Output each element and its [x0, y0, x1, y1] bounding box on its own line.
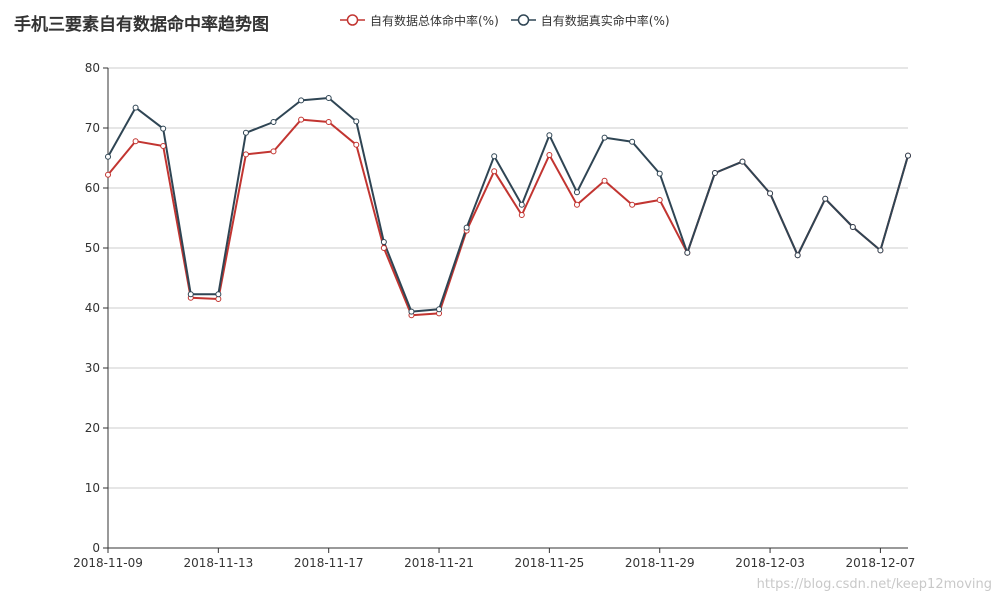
data-point-0: [629, 201, 636, 208]
y-tick-label: 70: [85, 121, 100, 135]
y-tick-label: 20: [85, 421, 100, 435]
data-point-0: [215, 296, 222, 302]
data-point-1: [491, 153, 498, 160]
data-point-1: [408, 308, 415, 315]
data-point-0: [242, 151, 249, 158]
series-line-1: [107, 97, 909, 313]
data-point-0: [270, 148, 277, 155]
data-point-1: [684, 249, 691, 256]
data-point-0: [353, 141, 360, 148]
y-tick-label: 80: [85, 61, 100, 75]
y-tick-label: 10: [85, 481, 100, 495]
data-point-1: [436, 306, 443, 313]
y-tick-label: 40: [85, 301, 100, 315]
data-point-1: [629, 138, 636, 145]
legend-label-real: 自有数据真实命中率(%): [540, 13, 670, 28]
data-point-1: [215, 291, 222, 298]
data-point-1: [739, 158, 746, 165]
data-point-1: [877, 247, 884, 254]
watermark: https://blog.csdn.net/keep12moving: [756, 577, 992, 592]
data-point-1: [573, 189, 580, 196]
legend: 自有数据总体命中率(%) 自有数据真实命中率(%): [340, 10, 682, 30]
data-point-0: [656, 197, 663, 203]
data-point-0: [546, 152, 553, 158]
x-tick-label: 2018-11-21: [404, 556, 474, 570]
chart-title: 手机三要素自有数据命中率趋势图: [14, 15, 269, 35]
data-point-1: [601, 134, 608, 141]
data-point-0: [325, 119, 332, 125]
data-point-0: [105, 171, 111, 178]
data-point-0: [573, 201, 580, 208]
y-tick-label: 30: [85, 361, 100, 375]
data-point-1: [794, 252, 801, 259]
data-point-1: [905, 152, 911, 159]
data-point-1: [380, 239, 387, 245]
data-point-1: [822, 195, 829, 202]
data-point-1: [849, 224, 856, 230]
data-point-1: [711, 170, 718, 176]
legend-item-overall[interactable]: 自有数据总体命中率(%): [340, 12, 499, 29]
y-tick-label: 60: [85, 181, 100, 195]
y-tick-label: 50: [85, 241, 100, 255]
data-point-1: [325, 95, 332, 101]
data-point-0: [132, 138, 139, 145]
data-point-1: [767, 190, 774, 197]
data-point-0: [491, 168, 498, 175]
x-tick-label: 2018-12-07: [846, 556, 916, 570]
data-point-0: [160, 143, 167, 149]
x-tick-label: 2018-12-03: [735, 556, 805, 570]
data-point-1: [105, 153, 111, 160]
data-point-1: [656, 170, 663, 177]
data-point-1: [187, 291, 194, 298]
data-point-1: [546, 132, 553, 139]
data-point-1: [298, 97, 305, 104]
legend-marker-real-icon: [510, 14, 536, 26]
data-point-0: [380, 245, 387, 251]
data-point-1: [160, 125, 167, 132]
x-tick-label: 2018-11-29: [625, 556, 695, 570]
data-point-0: [601, 177, 608, 184]
data-point-0: [298, 116, 305, 123]
data-point-1: [132, 104, 139, 111]
legend-item-real[interactable]: 自有数据真实命中率(%): [510, 12, 670, 29]
legend-label-overall: 自有数据总体命中率(%): [370, 13, 499, 28]
x-tick-label: 2018-11-09: [73, 556, 143, 570]
data-point-1: [463, 224, 470, 231]
y-tick-label: 0: [92, 541, 100, 555]
series-line-0: [107, 118, 909, 317]
data-point-1: [518, 201, 525, 208]
x-tick-label: 2018-11-17: [294, 556, 364, 570]
x-tick-label: 2018-11-25: [515, 556, 585, 570]
data-point-0: [518, 212, 525, 218]
legend-marker-overall-icon: [340, 14, 365, 26]
data-point-1: [242, 129, 249, 136]
data-point-1: [270, 119, 277, 125]
x-tick-label: 2018-11-13: [183, 556, 253, 570]
data-point-1: [353, 118, 360, 125]
